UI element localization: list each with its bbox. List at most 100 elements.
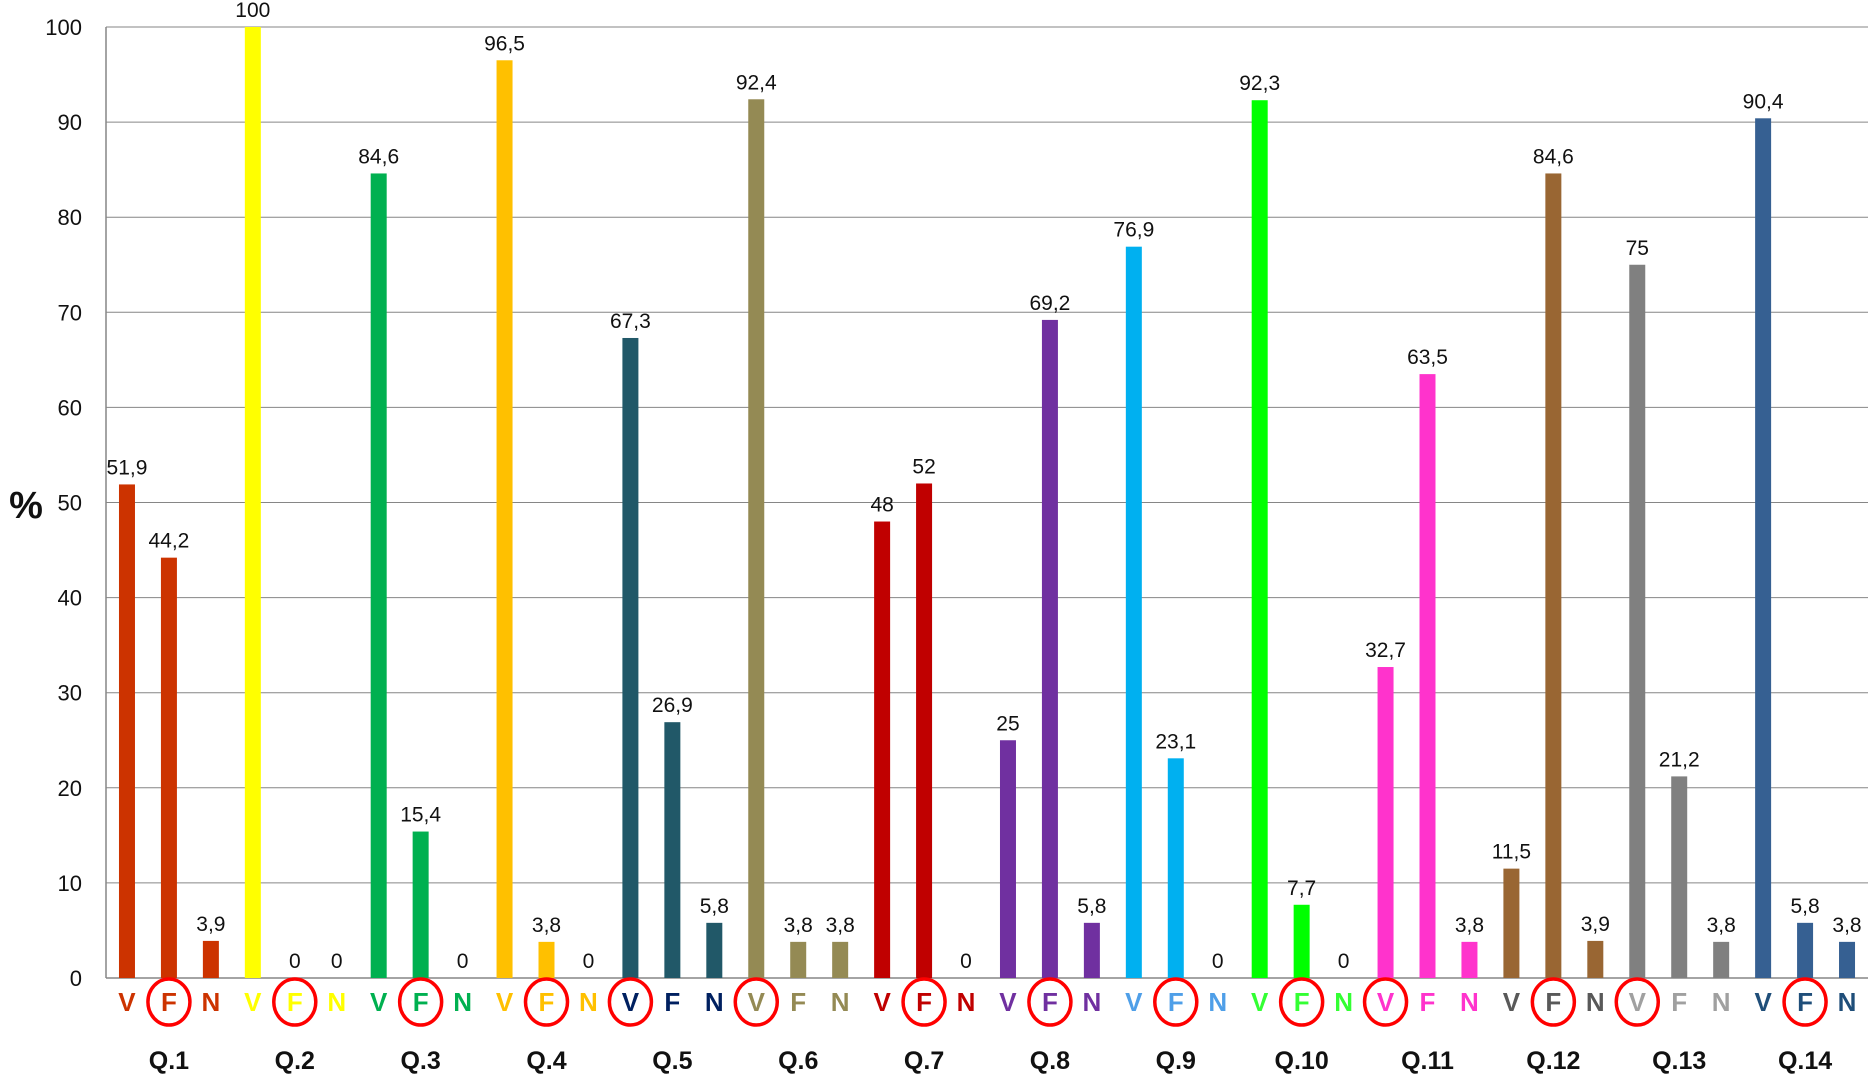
data-label: 0 <box>583 950 595 973</box>
category-label: F <box>1420 987 1436 1017</box>
data-label: 11,5 <box>1492 841 1531 864</box>
category-label: V <box>1377 987 1395 1017</box>
category-label: V <box>873 987 891 1017</box>
data-label: 67,3 <box>610 310 651 333</box>
data-label: 3,9 <box>1581 913 1610 936</box>
bar <box>244 27 261 978</box>
bar <box>496 60 513 979</box>
data-label: 3,9 <box>196 913 225 936</box>
data-label: 100 <box>235 0 270 22</box>
bar <box>832 941 849 978</box>
bar <box>1461 941 1478 978</box>
category-label: F <box>161 987 177 1017</box>
category-label: N <box>453 987 472 1017</box>
y-tick-label: 40 <box>58 586 82 611</box>
data-label: 92,3 <box>1239 72 1280 95</box>
category-label: V <box>1251 987 1269 1017</box>
category-label: V <box>622 987 640 1017</box>
data-label: 48 <box>870 494 893 517</box>
answer-circle-icon <box>146 977 192 1027</box>
category-label: N <box>1460 987 1479 1017</box>
bar <box>1545 173 1562 979</box>
question-label: Q.10 <box>1275 1047 1329 1075</box>
bar <box>1755 118 1772 978</box>
question-label: Q.5 <box>652 1047 692 1075</box>
category-label: N <box>1586 987 1605 1017</box>
answer-circle-icon <box>523 977 570 1027</box>
answer-circle-icon <box>1278 977 1325 1027</box>
data-label: 44,2 <box>148 530 189 553</box>
data-label: 5,8 <box>1077 895 1106 918</box>
y-tick-label: 70 <box>58 300 82 325</box>
data-label: 5,8 <box>700 895 729 918</box>
y-tick-label: 100 <box>45 15 82 40</box>
category-label: F <box>790 987 806 1017</box>
data-label: 51,9 <box>107 456 148 479</box>
data-label: 3,8 <box>1832 914 1861 937</box>
category-label: V <box>748 987 766 1017</box>
bar <box>538 941 555 978</box>
answer-circle-icon <box>272 977 318 1027</box>
data-label: 3,8 <box>826 914 855 937</box>
question-label: Q.2 <box>275 1047 315 1075</box>
question-label: Q.6 <box>778 1047 818 1075</box>
bar <box>1713 941 1730 978</box>
data-label: 96,5 <box>484 32 525 55</box>
answer-circle-icon <box>1362 977 1409 1027</box>
category-label: V <box>1629 987 1647 1017</box>
bar <box>1125 246 1142 978</box>
y-tick-label: 60 <box>58 395 82 420</box>
data-label: 90,4 <box>1743 90 1784 113</box>
answer-circle-icon <box>1614 977 1661 1027</box>
category-label: N <box>1082 987 1101 1017</box>
category-label: F <box>1294 987 1310 1017</box>
bar <box>790 941 807 978</box>
question-label: Q.12 <box>1526 1047 1580 1075</box>
question-label: Q.14 <box>1778 1047 1832 1075</box>
y-tick-label: 10 <box>58 871 82 896</box>
data-label: 15,4 <box>400 804 441 827</box>
category-label: V <box>244 987 262 1017</box>
bar <box>370 173 387 979</box>
data-label: 92,4 <box>736 71 777 94</box>
bar <box>1083 922 1100 978</box>
bar <box>1377 667 1394 978</box>
category-label: V <box>1503 987 1521 1017</box>
category-label: N <box>1334 987 1353 1017</box>
answer-circle-icon <box>1027 977 1073 1027</box>
y-tick-label: 80 <box>58 205 82 230</box>
category-label: V <box>118 987 136 1017</box>
bar <box>874 521 891 978</box>
y-axis-label: % <box>9 485 43 527</box>
bar <box>1293 904 1310 978</box>
question-label: Q.11 <box>1401 1047 1454 1075</box>
data-label: 21,2 <box>1659 748 1700 771</box>
y-tick-label: 50 <box>58 491 82 516</box>
data-label: 84,6 <box>1533 145 1574 168</box>
category-label: N <box>579 987 598 1017</box>
question-label: Q.9 <box>1156 1047 1196 1075</box>
answer-circle-icon <box>1153 977 1199 1027</box>
data-label: 0 <box>960 950 972 973</box>
category-label: V <box>1754 987 1772 1017</box>
data-label: 63,5 <box>1407 346 1448 369</box>
data-label: 23,1 <box>1155 730 1196 753</box>
data-label: 84,6 <box>358 145 399 168</box>
category-label: V <box>1125 987 1143 1017</box>
answer-circle-icon <box>1530 977 1577 1027</box>
bar <box>412 831 429 978</box>
y-tick-label: 90 <box>58 110 82 135</box>
y-tick-label: 0 <box>70 966 82 991</box>
category-label: F <box>1042 987 1058 1017</box>
data-label: 0 <box>457 950 469 973</box>
bar <box>622 337 639 978</box>
bar <box>1503 868 1520 978</box>
data-label: 76,9 <box>1113 219 1154 242</box>
data-label: 7,7 <box>1287 877 1316 900</box>
data-label: 75 <box>1626 237 1649 260</box>
data-label: 32,7 <box>1365 639 1406 662</box>
category-label: F <box>664 987 680 1017</box>
category-label: N <box>831 987 850 1017</box>
data-label: 69,2 <box>1029 292 1070 315</box>
